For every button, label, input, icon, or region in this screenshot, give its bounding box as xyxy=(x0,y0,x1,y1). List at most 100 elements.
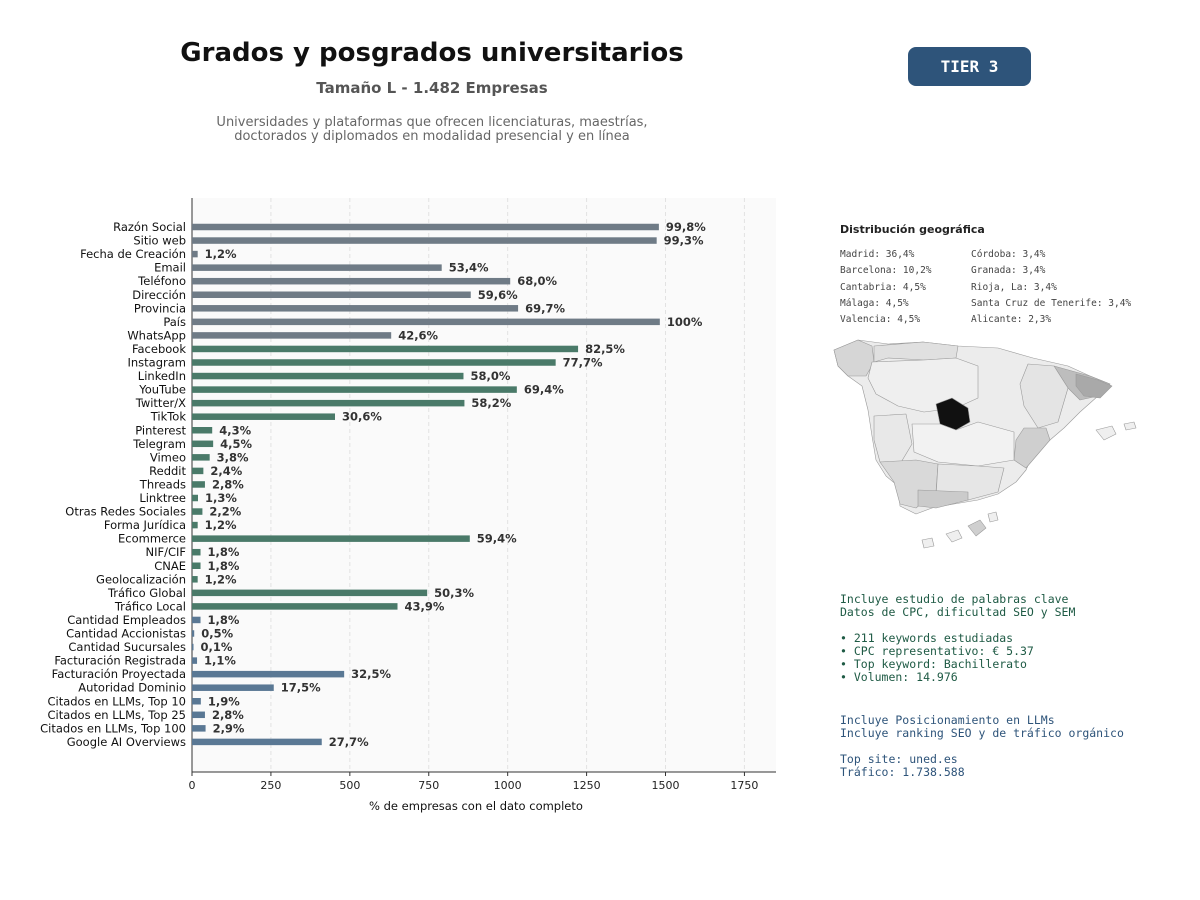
data-label: 2,2% xyxy=(209,505,241,519)
bar xyxy=(192,535,470,542)
data-label: 1,1% xyxy=(204,654,236,668)
map-region-valencia xyxy=(1013,427,1051,469)
page-subtitle: Tamaño L - 1.482 Empresas xyxy=(316,79,548,97)
y-tick-label: Sitio web xyxy=(133,234,186,248)
map-region-canarias-3 xyxy=(921,537,935,549)
y-tick-label: YouTube xyxy=(138,383,186,397)
bar xyxy=(192,454,210,461)
y-tick-label: Tráfico Global xyxy=(107,586,186,600)
y-tick-label: Otras Redes Sociales xyxy=(65,505,186,519)
x-tick-label: 1250 xyxy=(573,779,601,792)
data-label: 1,3% xyxy=(205,491,237,505)
keywords-box: Incluye estudio de palabras clave Datos … xyxy=(840,593,1075,684)
bar xyxy=(192,291,471,298)
data-label: 68,0% xyxy=(517,274,557,288)
map-region-canarias-2 xyxy=(945,529,963,543)
data-label: 77,7% xyxy=(563,356,603,370)
geo-item: Santa Cruz de Tenerife: 3,4% xyxy=(971,297,1132,309)
geo-item: Granada: 3,4% xyxy=(971,265,1046,277)
bar xyxy=(192,264,442,271)
data-label: 1,2% xyxy=(205,518,237,532)
x-tick-label: 0 xyxy=(189,779,196,792)
geo-item: Cantabria: 4,5% xyxy=(840,281,926,293)
bar xyxy=(192,684,274,691)
bar xyxy=(192,305,519,312)
data-label: 27,7% xyxy=(329,735,369,749)
bar xyxy=(192,386,517,393)
bar xyxy=(192,332,392,339)
llm-line-1: Incluye Posicionamiento en LLMs xyxy=(840,713,1055,727)
data-label: 1,2% xyxy=(205,572,237,586)
bar xyxy=(192,467,204,475)
bar xyxy=(192,508,203,515)
keywords-bullet: • 211 keywords estudiadas xyxy=(840,631,1014,645)
x-axis-label: % de empresas con el dato completo xyxy=(369,799,583,813)
bar xyxy=(192,223,659,231)
top-site: Top site: uned.es xyxy=(840,752,958,766)
geo-item: Barcelona: 10,2% xyxy=(840,265,932,277)
y-tick-label: Autoridad Dominio xyxy=(78,681,186,695)
page-title: Grados y posgrados universitarios xyxy=(180,38,684,68)
y-tick-label: WhatsApp xyxy=(127,328,186,342)
x-tick-label: 1750 xyxy=(730,779,758,792)
data-label: 50,3% xyxy=(434,586,474,600)
y-tick-label: Linktree xyxy=(139,491,186,505)
geo-item: Madrid: 36,4% xyxy=(840,249,915,260)
y-tick-label: Citados en LLMs, Top 100 xyxy=(40,721,186,735)
y-tick-label: Google AI Overviews xyxy=(67,735,186,749)
y-tick-label: Pinterest xyxy=(135,423,186,437)
data-label: 1,8% xyxy=(208,559,240,573)
geo-list-right: Córdoba: 3,4% Granada: 3,4% Rioja, La: 3… xyxy=(971,247,1131,328)
geo-item: Rioja, La: 3,4% xyxy=(971,281,1057,293)
bar xyxy=(192,427,213,434)
y-tick-label: Dirección xyxy=(132,288,186,302)
data-label: 58,0% xyxy=(470,369,510,383)
data-label: 99,3% xyxy=(664,234,704,248)
x-tick-label: 500 xyxy=(339,779,360,792)
bar xyxy=(192,413,336,420)
y-tick-label: Reddit xyxy=(149,464,186,478)
description-line-1: Universidades y plataformas que ofrecen … xyxy=(216,115,648,130)
top-site-traffic: Tráfico: 1.738.588 xyxy=(840,765,965,779)
bar xyxy=(192,616,201,624)
y-tick-label: Razón Social xyxy=(113,220,186,234)
y-tick-label: Provincia xyxy=(134,301,186,315)
y-tick-label: LinkedIn xyxy=(138,369,186,383)
x-tick-label: 750 xyxy=(418,779,439,792)
bar xyxy=(192,670,345,678)
y-tick-label: Facebook xyxy=(132,342,186,356)
data-label: 69,7% xyxy=(525,301,565,315)
x-tick-label: 1000 xyxy=(494,779,522,792)
y-tick-label: Fecha de Creación xyxy=(80,247,186,261)
geo-title: Distribución geográfica xyxy=(840,223,985,236)
y-tick-label: TikTok xyxy=(150,410,187,424)
bar xyxy=(192,318,660,326)
y-tick-label: Telegram xyxy=(132,437,186,451)
y-tick-label: Vimeo xyxy=(150,450,186,464)
bar-chart: 0 250 500 750 1000 1250 1500 1750 Razón Social 99… xyxy=(40,198,776,813)
map-region-canarias-4 xyxy=(987,511,999,523)
bar xyxy=(192,494,198,502)
bar xyxy=(192,711,205,719)
data-label: 4,3% xyxy=(219,423,251,437)
spain-map xyxy=(833,339,1137,549)
llm-line-2: Incluye ranking SEO y de tráfico orgánic… xyxy=(840,726,1124,740)
bar xyxy=(192,603,398,610)
map-region-aragon xyxy=(1019,363,1069,429)
data-label: 82,5% xyxy=(585,342,625,356)
bar xyxy=(192,481,205,488)
data-label: 0,5% xyxy=(201,627,233,641)
map-region-baleares-1 xyxy=(1095,425,1117,441)
data-label: 42,6% xyxy=(398,328,438,342)
map-region-malaga xyxy=(917,489,969,509)
data-label: 1,2% xyxy=(205,247,237,261)
bar xyxy=(192,576,198,583)
keywords-bullet: • Top keyword: Bachillerato xyxy=(840,657,1027,671)
bar xyxy=(192,359,556,366)
bar xyxy=(192,440,214,448)
y-tick-label: Citados en LLMs, Top 25 xyxy=(47,708,186,722)
geo-item: Valencia: 4,5% xyxy=(840,314,921,326)
description-line-2: doctorados y diplomados en modalidad pre… xyxy=(234,129,630,144)
y-tick-label: CNAE xyxy=(154,559,186,573)
map-region-galicia xyxy=(833,339,875,377)
